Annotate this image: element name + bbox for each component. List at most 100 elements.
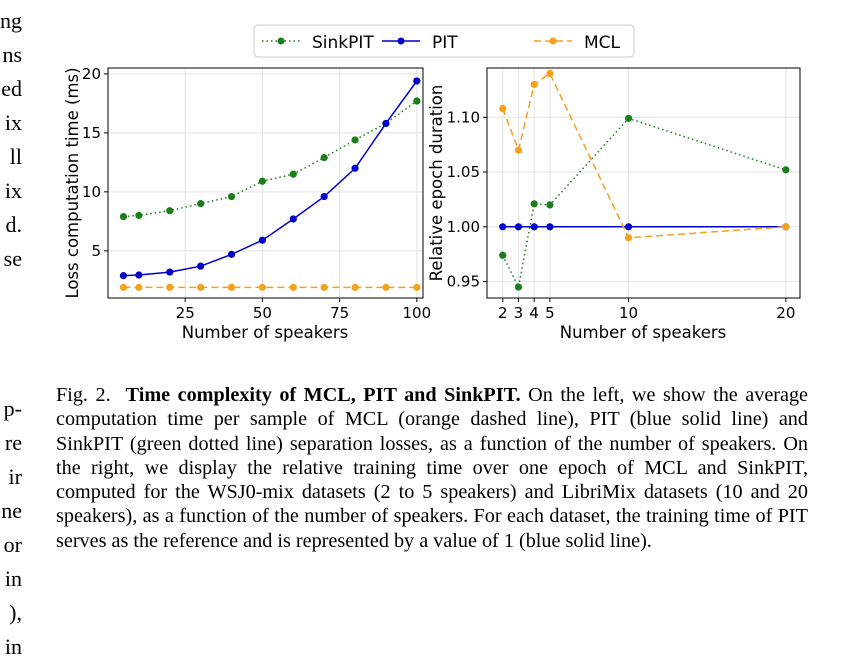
data-point-sinkpit: [119, 213, 128, 221]
series-line-mcl: [501, 72, 786, 239]
data-point-mcl: [413, 283, 421, 291]
legend-frame: [253, 24, 635, 58]
figure: SinkPIT PIT MCL 25 50 75 100 5 10 15 20 Number of s…: [63, 24, 801, 342]
y-tick-label: 1.00: [447, 218, 480, 236]
plot-frame: [107, 67, 424, 299]
column-fragment: ix: [4, 110, 22, 135]
data-point-mcl: [530, 80, 538, 89]
column-fragment: ng: [0, 8, 22, 33]
y-tick-label: 20: [82, 65, 101, 83]
caption-body: On the left, we show the average computa…: [56, 384, 809, 552]
data-point-sinkpit: [258, 177, 267, 185]
legend: SinkPIT PIT MCL: [253, 24, 635, 58]
data-point-sinkpit: [166, 207, 174, 215]
x-tick-label: 10: [619, 304, 638, 322]
left-column-fragments: ng ns ed ix ll ix d. se p-re ir ne or in), in: [0, 0, 22, 658]
x-tick-label: 25: [176, 304, 195, 322]
column-fragment: ed: [1, 76, 22, 101]
data-point-mcl: [289, 283, 297, 291]
data-point-sinkpit: [135, 211, 143, 220]
data-point-pit: [227, 250, 236, 258]
left-chart: 25 50 75 100 5 10 15 20 Number of speakers Loss c…: [63, 65, 431, 342]
data-point-pit: [499, 223, 507, 231]
x-tick-label: 5: [545, 304, 555, 322]
x-tick-label: 75: [330, 304, 349, 322]
y-tick-label: 1.05: [447, 163, 480, 181]
caption-label: Fig. 2.: [56, 384, 111, 406]
data-point-sinkpit: [546, 201, 554, 209]
data-point-mcl: [546, 69, 554, 78]
data-point-pit: [197, 262, 205, 270]
column-fragment: ),: [9, 600, 22, 625]
series-line-pit: [123, 80, 418, 277]
column-fragment: re: [4, 430, 22, 455]
column-fragment: ix: [4, 178, 22, 203]
data-point-pit: [289, 215, 297, 223]
data-point-sinkpit: [227, 192, 236, 201]
x-tick-label: 3: [514, 304, 524, 322]
data-point-sinkpit: [320, 154, 328, 162]
data-point-mcl: [166, 283, 174, 291]
column-fragment: ll: [9, 144, 22, 169]
data-point-mcl: [624, 234, 633, 242]
data-point-mcl: [382, 283, 390, 291]
data-point-sinkpit: [530, 200, 538, 208]
data-point-mcl: [258, 283, 267, 291]
column-fragment: ir: [8, 464, 22, 489]
data-point-sinkpit: [197, 200, 205, 208]
data-point-mcl: [227, 283, 236, 291]
data-point-mcl: [320, 283, 328, 291]
data-point-mcl: [351, 283, 359, 291]
data-point-pit: [258, 236, 267, 244]
data-point-pit: [166, 268, 174, 276]
legend-marker-sinkpit: [277, 37, 285, 45]
plot-frame: [486, 67, 801, 299]
column-fragment: d.: [5, 212, 23, 237]
x-tick-label: 100: [403, 304, 432, 322]
column-fragment: in: [4, 634, 22, 659]
data-point-pit: [413, 77, 421, 85]
data-point-sinkpit: [499, 251, 507, 259]
y-tick-label: 10: [82, 183, 101, 201]
data-point-mcl: [499, 104, 507, 113]
x-tick-label: 20: [776, 304, 795, 322]
figure-caption: Fig. 2. Time complexity of MCL, PIT and …: [56, 383, 808, 553]
data-point-sinkpit: [514, 283, 523, 291]
series-line-sinkpit: [123, 100, 418, 218]
data-point-sinkpit: [289, 170, 297, 178]
data-point-pit: [351, 164, 359, 172]
data-point-pit: [546, 223, 554, 231]
legend-label-mcl: MCL: [584, 33, 621, 53]
x-tick-label: 50: [253, 304, 272, 322]
x-axis-label: Number of speakers: [182, 323, 349, 342]
legend-marker-mcl: [549, 37, 557, 45]
data-point-pit: [135, 271, 143, 279]
x-tick-label: 2: [498, 304, 508, 322]
data-point-pit: [514, 223, 523, 231]
data-point-pit: [119, 271, 128, 280]
right-chart: 2 3 4 5 10 20 0.95 1.00 1.05 1.10 Number of speake…: [427, 67, 801, 342]
column-fragment: se: [3, 246, 22, 271]
data-point-sinkpit: [351, 136, 359, 144]
y-axis-label: Relative epoch duration: [427, 85, 446, 282]
y-tick-label: 15: [82, 124, 101, 142]
data-point-pit: [382, 119, 390, 128]
series-line-sinkpit: [502, 117, 787, 290]
column-fragment: in: [4, 566, 22, 591]
data-point-sinkpit: [624, 114, 633, 122]
column-fragment: ne: [1, 498, 22, 523]
caption-title: Time complexity of MCL, PIT and SinkPIT.: [125, 384, 521, 406]
data-point-pit: [530, 223, 538, 231]
legend-marker-pit: [397, 37, 405, 45]
data-point-mcl: [135, 283, 143, 291]
data-point-mcl: [514, 146, 523, 154]
legend-label-sinkpit: SinkPIT: [312, 33, 374, 53]
data-point-mcl: [782, 223, 790, 231]
y-tick-label: 1.10: [447, 108, 480, 126]
data-point-pit: [320, 192, 328, 201]
data-point-mcl: [119, 283, 128, 291]
data-point-sinkpit: [413, 97, 421, 105]
column-fragment: ns: [2, 42, 22, 67]
column-fragment: p-: [3, 396, 22, 421]
x-tick-label: 4: [529, 304, 539, 322]
